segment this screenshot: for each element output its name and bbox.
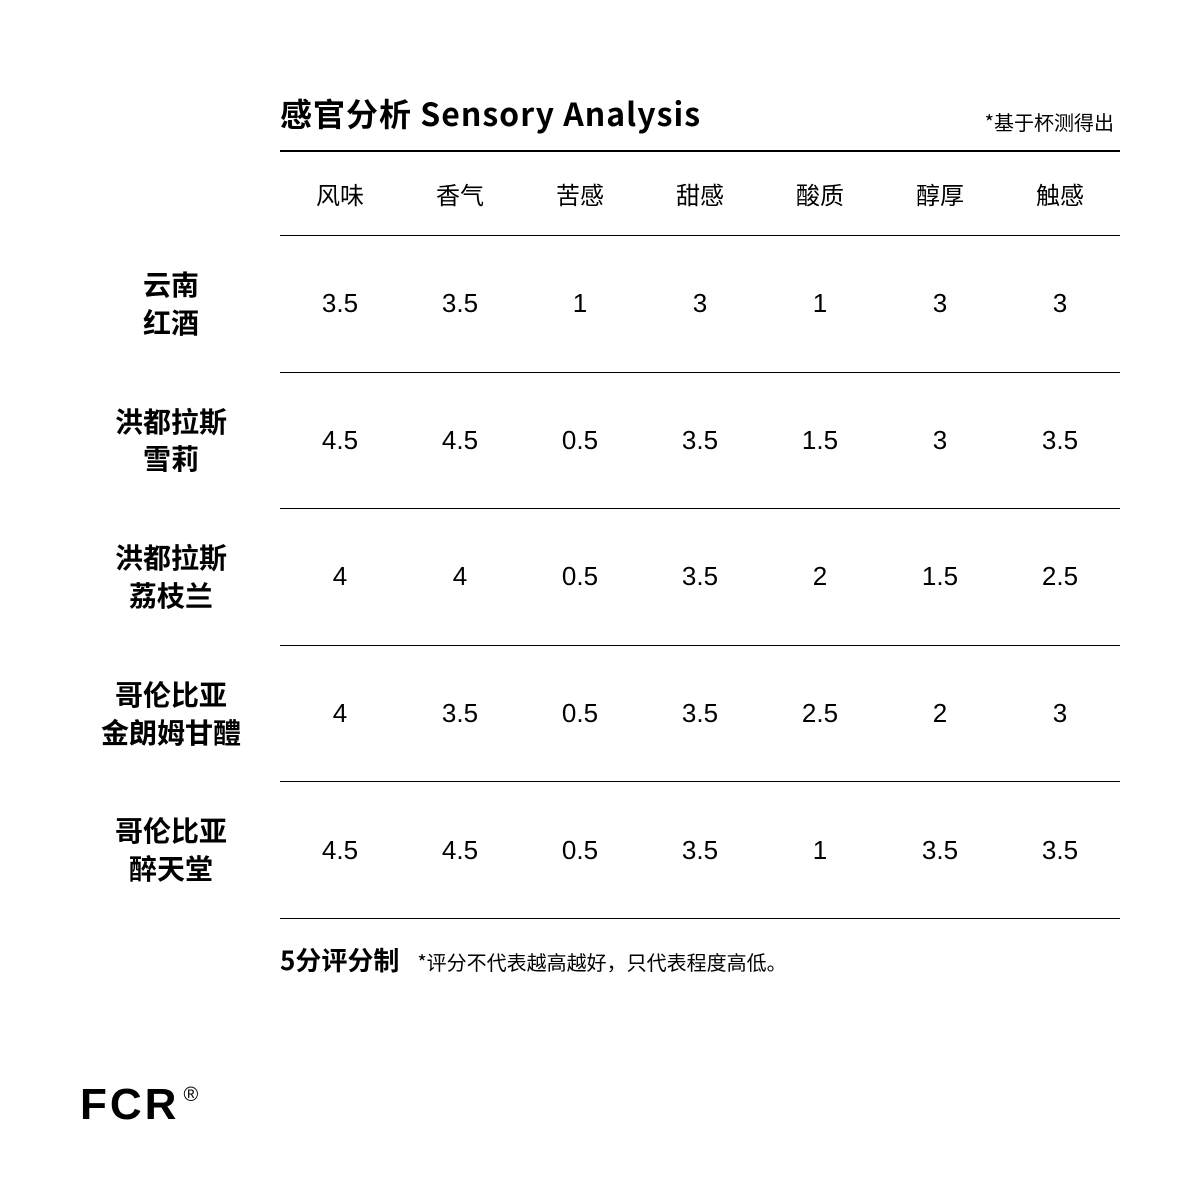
col-header: 香气 [400,176,520,211]
table-grid: 感官分析 Sensory Analysis *基于杯测得出 风味 香气 苦感 甜… [80,90,1120,978]
table-title: 感官分析 Sensory Analysis [280,90,701,136]
cell: 0.5 [520,698,640,729]
spacer [80,152,280,235]
cell: 1.5 [760,425,880,456]
cell: 3.5 [640,425,760,456]
row-label: 洪都拉斯 荔枝兰 [80,509,280,645]
row-label-line: 荔枝兰 [129,577,213,615]
table-row: 4.5 4.5 0.5 3.5 1.5 3 3.5 [280,373,1120,509]
row-label: 云南 红酒 [80,236,280,372]
cell: 1 [760,835,880,866]
cell: 2.5 [760,698,880,729]
cell: 3.5 [280,288,400,319]
scale-label: 5分评分制 [280,941,399,978]
row-label: 哥伦比亚 金朗姆甘醴 [80,646,280,782]
cell: 2.5 [1000,561,1120,592]
cell: 3.5 [1000,425,1120,456]
cell: 3 [880,425,1000,456]
cell: 3 [880,288,1000,319]
row-label-line: 哥伦比亚 [115,676,227,714]
table-row: 4 4 0.5 3.5 2 1.5 2.5 [280,509,1120,645]
col-header: 风味 [280,176,400,211]
row-label: 哥伦比亚 醉天堂 [80,782,280,918]
cell: 1.5 [880,561,1000,592]
cell: 4.5 [280,425,400,456]
cell: 3.5 [400,288,520,319]
cell: 3.5 [1000,835,1120,866]
cell: 3 [1000,288,1120,319]
registered-mark: ® [183,1084,201,1107]
sensory-analysis-table: 感官分析 Sensory Analysis *基于杯测得出 风味 香气 苦感 甜… [0,0,1200,1200]
cell: 4.5 [400,835,520,866]
cell: 3.5 [640,698,760,729]
row-label-line: 醉天堂 [129,850,213,888]
spacer [80,919,280,978]
brand-logo: FCR ® [80,1080,201,1130]
cell: 3.5 [640,561,760,592]
row-label-line: 洪都拉斯 [115,403,227,441]
cell: 2 [760,561,880,592]
cell: 4.5 [280,835,400,866]
cell: 0.5 [520,835,640,866]
row-label-line: 云南 [143,266,199,304]
cell: 4 [280,698,400,729]
cell: 3 [640,288,760,319]
col-header: 触感 [1000,176,1120,211]
row-label-line: 洪都拉斯 [115,539,227,577]
footer-note: 5分评分制 *评分不代表越高越好，只代表程度高低。 [280,919,1120,978]
col-header: 苦感 [520,176,640,211]
title-row: 感官分析 Sensory Analysis *基于杯测得出 [280,90,1120,150]
table-row: 3.5 3.5 1 3 1 3 3 [280,236,1120,372]
cell: 4 [280,561,400,592]
cell: 3 [1000,698,1120,729]
col-header: 醇厚 [880,176,1000,211]
col-header: 酸质 [760,176,880,211]
cell: 0.5 [520,425,640,456]
scale-caveat: *评分不代表越高越好，只代表程度高低。 [417,947,786,976]
cell: 4 [400,561,520,592]
row-label-line: 哥伦比亚 [115,812,227,850]
table-row: 4.5 4.5 0.5 3.5 1 3.5 3.5 [280,782,1120,918]
spacer [80,90,280,150]
cell: 3.5 [640,835,760,866]
cell: 1 [520,288,640,319]
table-row: 4 3.5 0.5 3.5 2.5 2 3 [280,646,1120,782]
row-label-line: 金朗姆甘醴 [101,714,241,752]
col-header: 甜感 [640,176,760,211]
cell: 3.5 [880,835,1000,866]
cell: 2 [880,698,1000,729]
row-label-line: 雪莉 [143,440,199,478]
column-headers: 风味 香气 苦感 甜感 酸质 醇厚 触感 [280,152,1120,235]
title-footnote: *基于杯测得出 [985,107,1114,136]
row-label-line: 红酒 [143,304,199,342]
logo-text: FCR [80,1080,179,1130]
row-label: 洪都拉斯 雪莉 [80,373,280,509]
cell: 1 [760,288,880,319]
cell: 3.5 [400,698,520,729]
cell: 4.5 [400,425,520,456]
cell: 0.5 [520,561,640,592]
